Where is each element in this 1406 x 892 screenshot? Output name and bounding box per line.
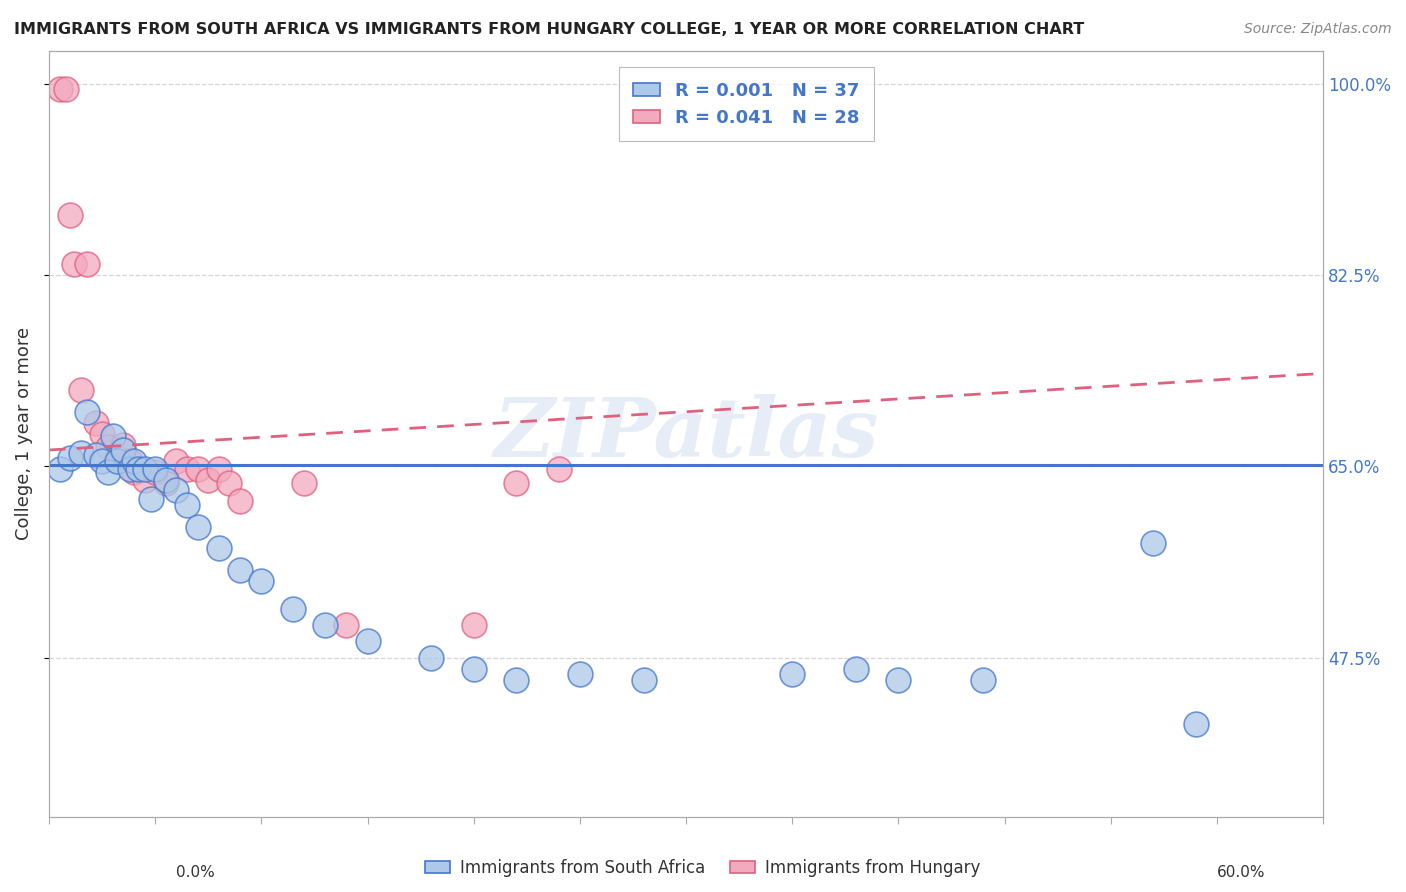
Text: 60.0%: 60.0% xyxy=(1218,865,1265,880)
Y-axis label: College, 1 year or more: College, 1 year or more xyxy=(15,327,32,541)
Point xyxy=(229,563,252,577)
Point xyxy=(314,618,336,632)
Point xyxy=(463,662,485,676)
Point xyxy=(69,383,91,397)
Point xyxy=(105,454,128,468)
Point xyxy=(59,450,82,465)
Point xyxy=(118,454,141,468)
Point xyxy=(69,446,91,460)
Point xyxy=(505,475,527,490)
Point xyxy=(187,519,209,533)
Point xyxy=(91,454,114,468)
Point xyxy=(887,673,910,687)
Point xyxy=(1142,536,1164,550)
Point xyxy=(633,673,655,687)
Point xyxy=(335,618,357,632)
Point xyxy=(139,492,162,507)
Point xyxy=(292,475,315,490)
Text: 0.0%: 0.0% xyxy=(176,865,215,880)
Point xyxy=(97,465,120,479)
Point xyxy=(547,461,569,475)
Point xyxy=(134,461,156,475)
Text: Source: ZipAtlas.com: Source: ZipAtlas.com xyxy=(1244,22,1392,37)
Point xyxy=(972,673,994,687)
Point xyxy=(48,82,70,96)
Point xyxy=(1184,716,1206,731)
Point xyxy=(197,473,219,487)
Point xyxy=(55,82,77,96)
Point xyxy=(91,426,114,441)
Point xyxy=(84,449,107,463)
Point xyxy=(76,257,98,271)
Point xyxy=(118,461,141,475)
Point xyxy=(63,257,86,271)
Point xyxy=(165,454,187,468)
Point xyxy=(187,461,209,475)
Point xyxy=(845,662,868,676)
Point xyxy=(208,461,231,475)
Point xyxy=(568,667,591,681)
Point xyxy=(208,541,231,556)
Point xyxy=(127,461,149,475)
Point xyxy=(143,465,166,479)
Point xyxy=(780,667,803,681)
Point xyxy=(122,454,145,468)
Text: IMMIGRANTS FROM SOUTH AFRICA VS IMMIGRANTS FROM HUNGARY COLLEGE, 1 YEAR OR MORE : IMMIGRANTS FROM SOUTH AFRICA VS IMMIGRAN… xyxy=(14,22,1084,37)
Point xyxy=(76,405,98,419)
Point xyxy=(420,651,443,665)
Point xyxy=(176,498,198,512)
Point xyxy=(165,483,187,498)
Point xyxy=(122,465,145,479)
Point xyxy=(155,475,177,490)
Point xyxy=(84,416,107,430)
Point xyxy=(101,429,124,443)
Text: ZIPatlas: ZIPatlas xyxy=(494,393,879,474)
Point xyxy=(105,450,128,465)
Point xyxy=(250,574,273,589)
Point xyxy=(229,494,252,508)
Point xyxy=(505,673,527,687)
Point xyxy=(356,634,378,648)
Point xyxy=(97,440,120,454)
Point xyxy=(134,473,156,487)
Point xyxy=(176,461,198,475)
Point xyxy=(48,461,70,475)
Point xyxy=(218,475,240,490)
Point xyxy=(283,601,305,615)
Point xyxy=(143,461,166,475)
Point xyxy=(463,618,485,632)
Legend: R = 0.001   N = 37, R = 0.041   N = 28: R = 0.001 N = 37, R = 0.041 N = 28 xyxy=(619,68,873,141)
Point xyxy=(112,437,135,451)
Point xyxy=(112,443,135,458)
Point xyxy=(59,208,82,222)
Point xyxy=(155,473,177,487)
